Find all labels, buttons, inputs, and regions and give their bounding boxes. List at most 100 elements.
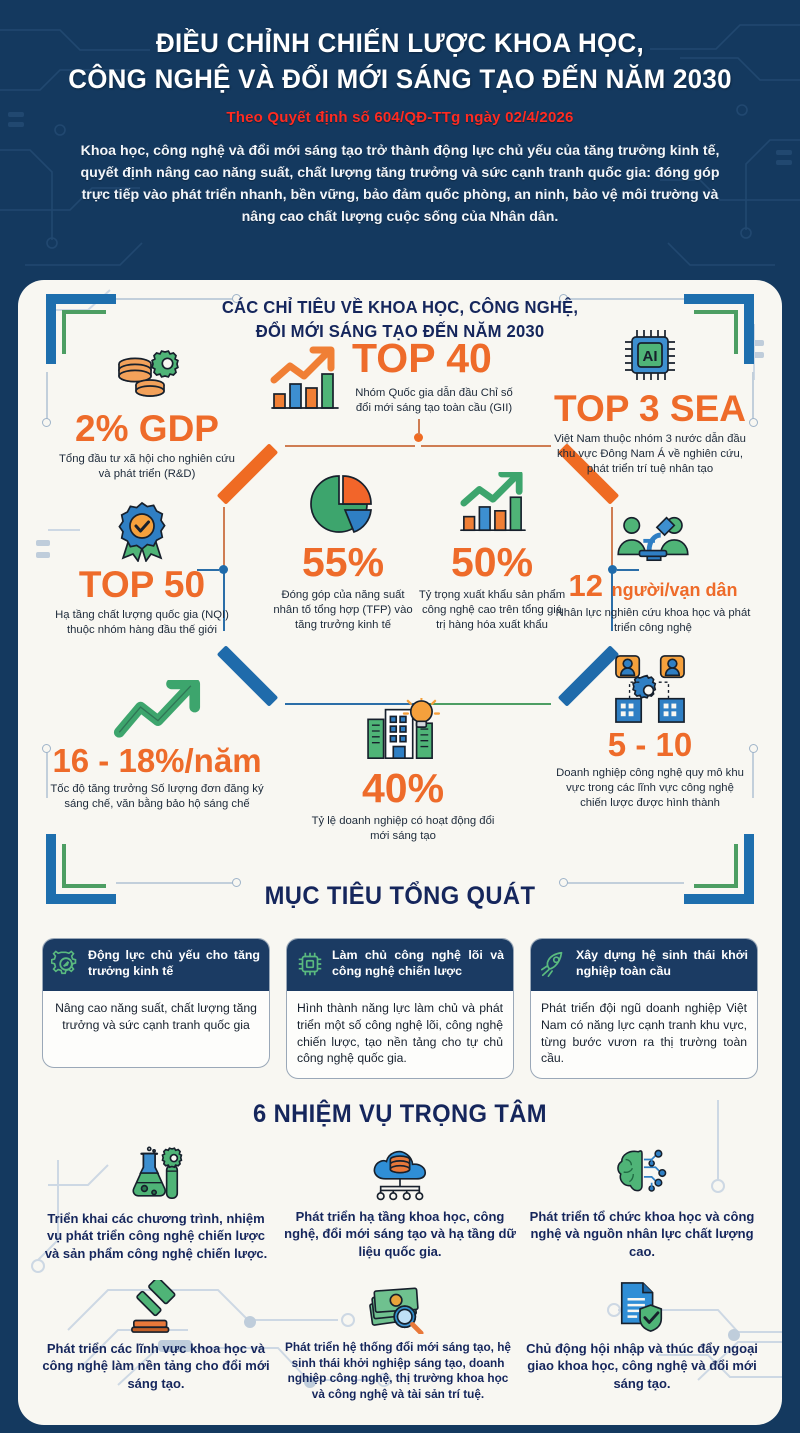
goal-card-body: Nâng cao năng suất, chất lượng tăng trưở… (55, 1001, 257, 1032)
task-text: Phát triển hệ thống đổi mới sáng tạo, hệ… (285, 1340, 511, 1402)
task-text: Phát triển tổ chức khoa học và công nghệ… (529, 1209, 755, 1259)
indicator-value: 55% (301, 539, 385, 585)
connector-dot (232, 294, 241, 303)
tasks-section-title: 6 NHIỆM VỤ TRỌNG TÂM (253, 1100, 547, 1128)
connector-dot (42, 744, 51, 753)
corner-bracket-top-left (32, 294, 116, 378)
cloud-database-icon (373, 1150, 426, 1201)
corner-bracket-bottom-right (684, 820, 768, 904)
indicator-value: TOP 3 SEA (554, 388, 746, 429)
task-item-3: Phát triển tổ chức khoa học và công nghệ… (526, 1146, 758, 1260)
indicator-value: TOP 40 (352, 335, 492, 381)
connector-dot (749, 418, 758, 427)
indicator-gii: TOP 40 Nhóm Quốc gia dẫn đầu Chỉ số đổi … (266, 338, 516, 416)
page-title: ĐIỀU CHỈNH CHIẾN LƯỢC KHOA HỌC, CÔNG NGH… (51, 26, 750, 97)
indicator-patents: 16 - 18%/năm Tốc độ tăng trưởng Số lượng… (42, 680, 272, 812)
chip-icon (298, 952, 322, 976)
flask-gear-icon (132, 1146, 183, 1200)
connector-line (752, 372, 754, 420)
indicator-description: Tổng đầu tư xã hội cho nghiên cứu và phá… (59, 453, 235, 480)
microscope-people-icon (617, 516, 689, 562)
indicators-title-line2: ĐỔI MỚI SÁNG TẠO ĐẾN NĂM 2030 (255, 320, 545, 341)
indicator-value: 16 - 18%/năm (52, 742, 262, 779)
task-item-2: Phát triển hạ tầng khoa học, công nghệ, … (284, 1146, 516, 1260)
indicator-value-group: 12 người/vạn dân (548, 570, 758, 601)
task-item-5: Phát triển hệ thống đổi mới sáng tạo, hệ… (282, 1280, 514, 1403)
indicator-value: 50% (450, 539, 534, 585)
svg-text:AI: AI (643, 348, 658, 365)
people-gear-buildings-icon (615, 655, 685, 723)
goal-card-1: Động lực chủ yếu cho tăng trưởng kinh tế… (42, 938, 270, 1068)
task-item-1: Triển khai các chương trình, nhiệm vụ ph… (40, 1146, 272, 1262)
connector-line (116, 298, 234, 300)
task-item-6: Chủ động hội nhập và thúc đẩy ngoại giao… (526, 1280, 758, 1392)
indicator-description: Việt Nam thuộc nhóm 3 nước dẫn đầu khu v… (554, 433, 746, 475)
connector-dot (559, 878, 568, 887)
goals-section-title: MỤC TIÊU TỔNG QUÁT (264, 882, 536, 910)
goal-card-header: Xây dựng hệ sinh thái khởi nghiệp toàn c… (531, 939, 757, 991)
page-title-line1: ĐIỀU CHỈNH CHIẾN LƯỢC KHOA HỌC, (156, 28, 644, 58)
ai-chip-icon: AI (625, 330, 675, 380)
goal-card-title: Làm chủ công nghệ lõi và công nghệ chiến… (332, 948, 504, 978)
indicator-description: Tốc độ tăng trưởng Số lượng đơn đăng ký … (50, 783, 264, 810)
connector-line (116, 882, 234, 884)
indicator-description: Đóng góp của năng suất nhân tố tổng hợp … (273, 589, 413, 631)
coins-gear-icon (118, 350, 179, 397)
growth-bar-chart-arrow-icon (270, 346, 339, 409)
indicator-description: Doanh nghiệp công nghệ quy mô khu vực tr… (556, 767, 744, 809)
goal-card-2: Làm chủ công nghệ lõi và công nghệ chiến… (286, 938, 514, 1080)
connector-dot (749, 744, 758, 753)
content-card: CÁC CHỈ TIÊU VỀ KHOA HỌC, CÔNG NGHỆ, ĐỔI… (18, 280, 782, 1425)
connector-line (46, 750, 48, 798)
connector-line (46, 372, 48, 420)
indicator-value-unit: người/vạn dân (611, 580, 738, 600)
indicator-nqi: TOP 50 Hạ tầng chất lượng quốc gia (NQI)… (42, 500, 242, 638)
decision-reference: Theo Quyết định số 604/QĐ-TTg ngày 02/4/… (226, 109, 574, 127)
indicator-tfp: 55% Đóng góp của năng suất nhân tố tổng … (268, 472, 418, 633)
goal-card-header: Động lực chủ yếu cho tăng trưởng kinh tế (43, 939, 269, 991)
connector-dot (232, 878, 241, 887)
corner-bracket-bottom-left (32, 820, 116, 904)
task-text: Phát triển các lĩnh vực khoa học và công… (42, 1341, 270, 1391)
page-title-line2: CÔNG NGHỆ VÀ ĐỔI MỚI SÁNG TẠO ĐẾN NĂM 20… (68, 63, 732, 94)
connector-dot (559, 294, 568, 303)
goal-card-3: Xây dựng hệ sinh thái khởi nghiệp toàn c… (530, 938, 758, 1080)
green-growth-arrow-icon (113, 680, 201, 738)
indicator-value: 2% GDP (75, 408, 219, 449)
indicator-value: 12 (568, 568, 603, 603)
task-text: Triển khai các chương trình, nhiệm vụ ph… (44, 1211, 268, 1261)
money-search-icon (369, 1287, 424, 1334)
document-shield-icon (620, 1282, 663, 1332)
indicator-description: Tỷ lệ doanh nghiệp có hoạt động đổi mới … (311, 815, 495, 842)
indicator-description: Hạ tầng chất lượng quốc gia (NQI) thuộc … (55, 609, 229, 636)
octagon-frame (197, 419, 639, 731)
bar-chart-arrow-icon (460, 472, 526, 532)
gear-rocket-icon (51, 950, 77, 975)
building-bulb-icon (367, 698, 441, 760)
connector-line (752, 750, 754, 798)
indicator-innovative-firms: 40% Tỷ lệ doanh nghiệp có hoạt động đổi … (308, 698, 498, 844)
goal-card-body: Phát triển đội ngũ doanh nghiệp Việt Nam… (541, 1001, 747, 1066)
corner-bracket-top-right (684, 294, 768, 378)
indicator-value: 40% (361, 765, 445, 811)
indicator-description: Nhóm Quốc gia dẫn đầu Chỉ số đổi mới sán… (355, 387, 513, 414)
indicator-researchers: 12 người/vạn dân Nhân lực nghiên cứu kho… (548, 508, 758, 636)
goal-card-body: Hình thành năng lực làm chủ và phát triể… (297, 1001, 503, 1066)
connector-line (566, 298, 684, 300)
indicator-regional-firms: 5 - 10 Doanh nghiệp công nghệ quy mô khu… (552, 652, 748, 811)
indicator-value: TOP 50 (78, 564, 206, 605)
task-item-4: Phát triển các lĩnh vực khoa học và công… (40, 1280, 272, 1392)
indicator-ai-sea: AI TOP 3 SEA Việt Nam thuộc nhóm 3 nước … (550, 324, 750, 477)
gavel-icon (131, 1280, 176, 1333)
pie-chart-icon (310, 475, 372, 534)
goal-card-title: Xây dựng hệ sinh thái khởi nghiệp toàn c… (576, 948, 748, 978)
rocket-icon (540, 951, 563, 978)
header-lead-paragraph: Khoa học, công nghệ và đổi mới sáng tạo … (80, 143, 720, 226)
header: ĐIỀU CHỈNH CHIẾN LƯỢC KHOA HỌC, CÔNG NGH… (0, 0, 800, 250)
goal-card-title: Động lực chủ yếu cho tăng trưởng kinh tế (88, 948, 260, 978)
indicator-description: Tỷ trọng xuất khẩu sản phẩm công nghệ ca… (418, 589, 566, 631)
brain-circuit-icon (617, 1149, 667, 1192)
indicators-section-title: CÁC CHỈ TIÊU VỀ KHOA HỌC, CÔNG NGHỆ, ĐỔI… (37, 296, 763, 343)
connector-dot (42, 418, 51, 427)
